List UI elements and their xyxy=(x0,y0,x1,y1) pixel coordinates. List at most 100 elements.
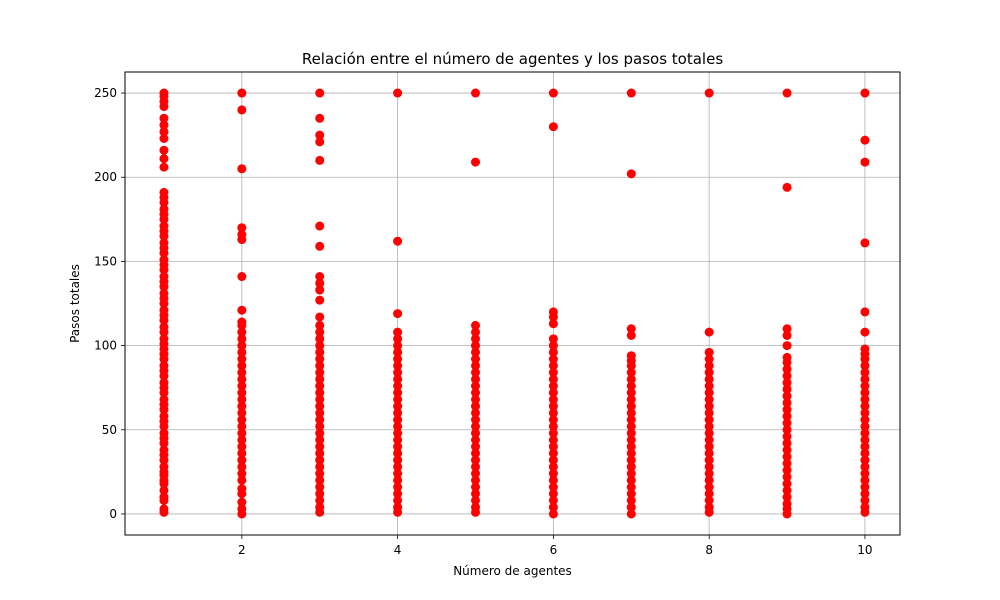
data-point xyxy=(159,221,169,231)
data-point xyxy=(159,154,169,164)
data-point xyxy=(471,157,481,167)
data-point xyxy=(626,169,636,179)
data-point xyxy=(860,388,870,398)
data-point xyxy=(704,354,714,364)
data-point xyxy=(159,334,169,344)
data-point xyxy=(393,374,403,384)
data-point xyxy=(315,285,325,295)
data-point xyxy=(782,324,792,334)
data-point xyxy=(393,368,403,378)
chart-title: Relación entre el número de agentes y lo… xyxy=(302,50,724,68)
data-point xyxy=(548,354,558,364)
data-point xyxy=(159,504,169,514)
data-point xyxy=(548,381,558,391)
x-axis-ticks: 2 4 6 8 10 xyxy=(238,535,873,557)
data-point xyxy=(471,442,481,452)
data-point xyxy=(315,312,325,322)
data-point xyxy=(782,391,792,401)
data-point xyxy=(860,88,870,98)
data-point xyxy=(237,272,247,282)
data-point xyxy=(159,145,169,155)
data-point xyxy=(704,448,714,458)
data-point xyxy=(315,469,325,479)
data-point xyxy=(471,341,481,351)
data-point xyxy=(237,448,247,458)
data-point xyxy=(471,462,481,472)
y-axis-ticks: 0 50 100 150 200 250 xyxy=(94,86,125,521)
data-point xyxy=(315,388,325,398)
data-point xyxy=(782,352,792,362)
y-tick-label: 250 xyxy=(94,86,117,100)
data-point xyxy=(159,322,169,332)
data-point xyxy=(626,475,636,485)
data-point xyxy=(704,435,714,445)
data-point xyxy=(626,374,636,384)
x-axis-label: Número de agentes xyxy=(453,564,572,578)
data-point xyxy=(626,408,636,418)
data-point xyxy=(860,394,870,404)
data-point xyxy=(704,388,714,398)
data-point xyxy=(626,442,636,452)
x-tick-label: 8 xyxy=(705,543,713,557)
data-point xyxy=(237,428,247,438)
data-point xyxy=(626,435,636,445)
data-point xyxy=(315,278,325,288)
data-point xyxy=(860,368,870,378)
data-point xyxy=(548,319,558,329)
data-point xyxy=(237,475,247,485)
data-point xyxy=(237,341,247,351)
data-point xyxy=(159,162,169,172)
data-point xyxy=(782,452,792,462)
data-point xyxy=(393,334,403,344)
data-point xyxy=(393,462,403,472)
data-point xyxy=(159,411,169,421)
data-point xyxy=(237,401,247,411)
data-point xyxy=(315,394,325,404)
data-point xyxy=(237,305,247,315)
data-point xyxy=(159,120,169,130)
data-point xyxy=(471,475,481,485)
data-point xyxy=(393,495,403,505)
data-point xyxy=(704,88,714,98)
data-point xyxy=(782,364,792,374)
data-point xyxy=(626,482,636,492)
data-point xyxy=(159,445,169,455)
data-point xyxy=(548,509,558,519)
data-point xyxy=(860,428,870,438)
data-point xyxy=(315,374,325,384)
data-point xyxy=(471,469,481,479)
data-point xyxy=(237,368,247,378)
data-point xyxy=(548,448,558,458)
data-point xyxy=(782,479,792,489)
data-point xyxy=(471,320,481,330)
data-point xyxy=(704,469,714,479)
data-point xyxy=(471,435,481,445)
data-point xyxy=(315,368,325,378)
data-point xyxy=(860,408,870,418)
data-point xyxy=(393,482,403,492)
data-point xyxy=(393,381,403,391)
data-point xyxy=(626,502,636,512)
data-point xyxy=(315,155,325,165)
data-point xyxy=(315,448,325,458)
data-point xyxy=(315,130,325,140)
data-point xyxy=(860,238,870,248)
data-point xyxy=(315,327,325,337)
data-point xyxy=(393,394,403,404)
data-point xyxy=(704,482,714,492)
data-point xyxy=(782,485,792,495)
data-point xyxy=(315,320,325,330)
data-point xyxy=(860,344,870,354)
data-point xyxy=(237,484,247,494)
data-point xyxy=(860,157,870,167)
data-point xyxy=(237,469,247,479)
data-point xyxy=(393,489,403,499)
data-point xyxy=(393,435,403,445)
data-point xyxy=(626,394,636,404)
data-point xyxy=(237,435,247,445)
data-point xyxy=(860,475,870,485)
data-point xyxy=(393,401,403,411)
data-point xyxy=(626,509,636,519)
data-point xyxy=(393,347,403,357)
data-point xyxy=(471,448,481,458)
